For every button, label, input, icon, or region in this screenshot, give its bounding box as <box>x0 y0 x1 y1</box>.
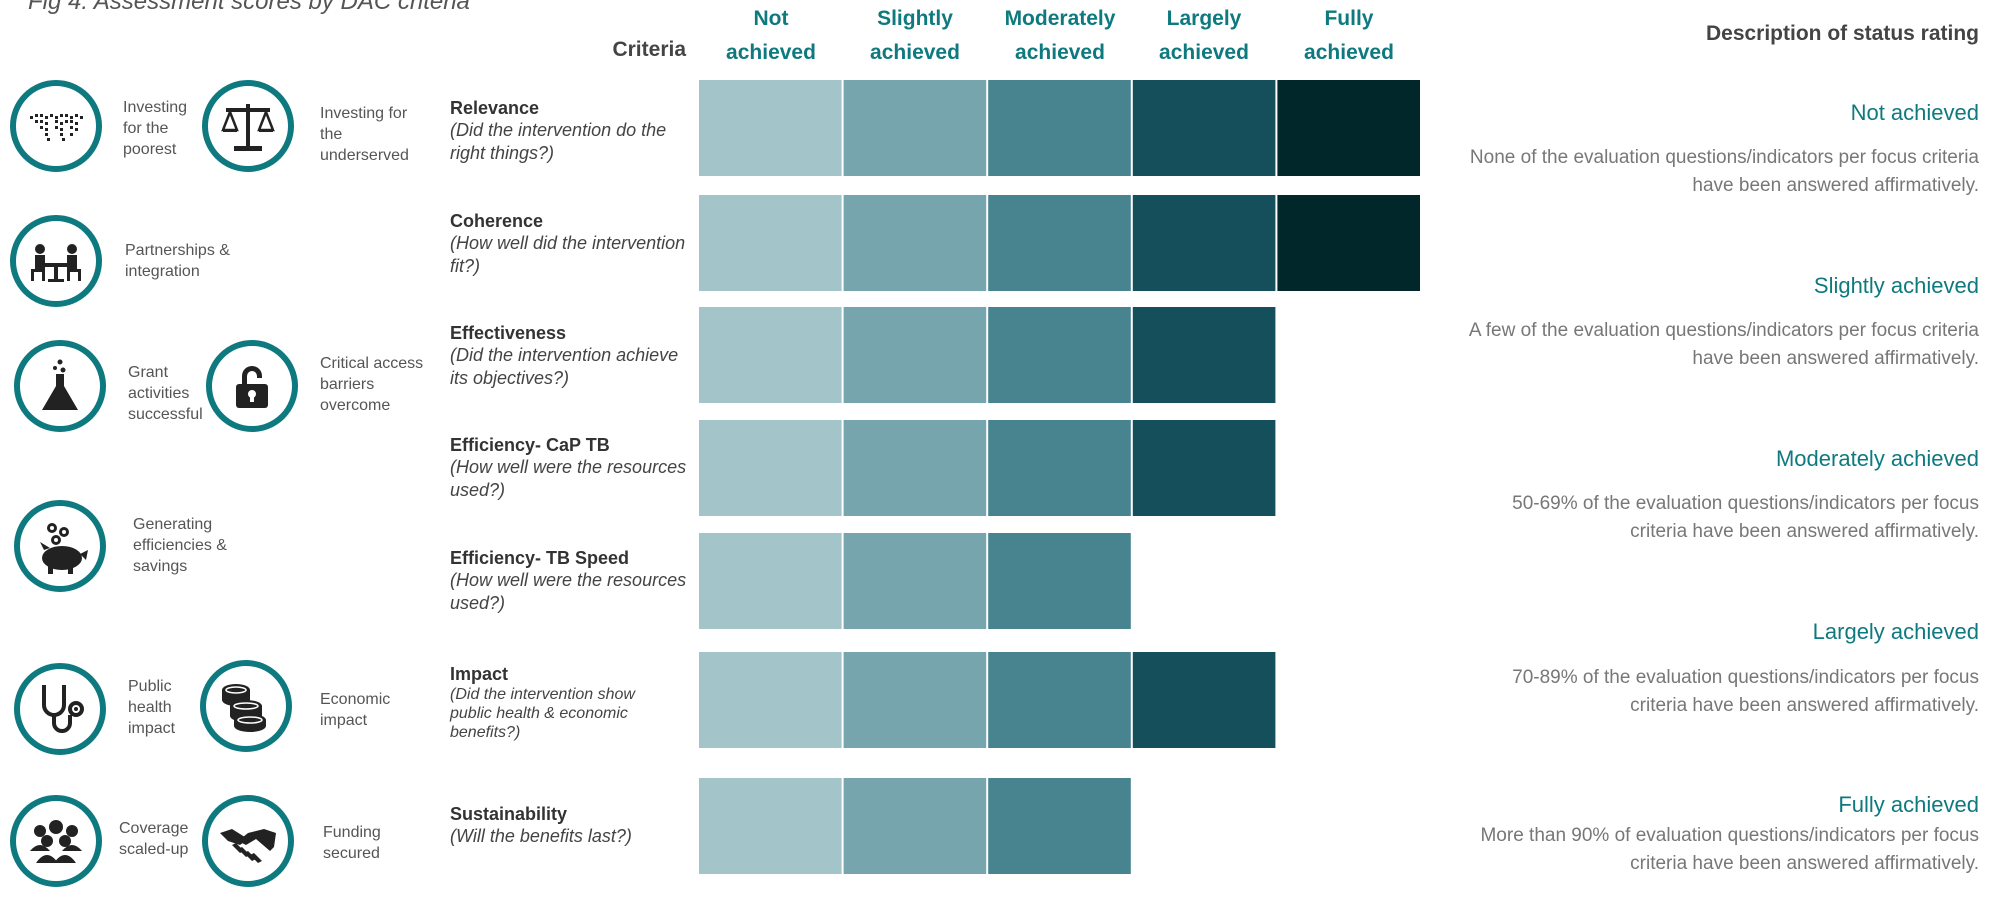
description-largely-achieved-name: Largely achieved <box>1812 619 1979 644</box>
score-bar-segment <box>843 80 987 176</box>
criterion-name: Efficiency- TB Speed <box>450 548 630 568</box>
criterion-name: Efficiency- CaP TB <box>450 435 610 455</box>
score-bar-segment <box>988 533 1131 629</box>
criteria-header: Criteria <box>612 38 686 61</box>
criterion-efficiency-cap-tb: Efficiency- CaP TB (How well were the re… <box>450 434 690 502</box>
criterion-question: (Did the intervention show public health… <box>450 686 635 741</box>
level-header-moderately: Moderately achieved <box>1004 7 1116 64</box>
score-bar-segment <box>988 307 1131 403</box>
level-header-fully: Fully achieved <box>1304 7 1394 64</box>
description-largely-achieved-text: 70-89% of the evaluation questions/indic… <box>1512 667 1979 716</box>
score-bar-segment <box>988 195 1131 291</box>
criterion-coherence: Coherence (How well did the intervention… <box>450 210 690 278</box>
criterion-name: Impact <box>450 664 509 684</box>
score-bar-segment <box>843 778 987 874</box>
score-bar-segment <box>699 80 842 176</box>
score-bar-segment <box>699 778 842 874</box>
criterion-sustainability: Sustainability (Will the benefits last?) <box>450 803 690 848</box>
criterion-question: (Did the intervention do the right thing… <box>450 120 667 163</box>
icon-label-underserved: Investing for the underserved <box>320 105 409 164</box>
handshake-icon <box>202 795 294 887</box>
icon-label-public-health: Public health impact <box>128 678 176 737</box>
description-not-achieved-name: Not achieved <box>1850 100 1979 125</box>
score-bar-segment <box>699 195 842 291</box>
criterion-name: Sustainability <box>450 804 568 824</box>
score-bar-segment <box>988 80 1131 176</box>
criterion-efficiency-tb-speed: Efficiency- TB Speed (How well were the … <box>450 547 690 615</box>
icon-label-funding: Funding secured <box>323 824 381 862</box>
score-bar-segment <box>988 652 1131 748</box>
score-bar-segment <box>1277 80 1420 176</box>
flask-icon <box>14 340 106 432</box>
criterion-question: (Will the benefits last?) <box>450 826 632 846</box>
description-slightly-achieved-text: A few of the evaluation questions/indica… <box>1468 320 1979 369</box>
score-bar-segment <box>1132 420 1276 516</box>
icon-label-partnerships: Partnerships & integration <box>125 242 230 280</box>
people-group-icon <box>10 795 102 887</box>
score-bar-segment <box>843 195 987 291</box>
criterion-question: (How well were the resources used?) <box>450 570 687 613</box>
criterion-relevance: Relevance (Did the intervention do the r… <box>450 97 690 165</box>
description-slightly-achieved-name: Slightly achieved <box>1813 273 1979 298</box>
score-bar-segment <box>843 652 987 748</box>
description-not-achieved-text: None of the evaluation questions/indicat… <box>1469 147 1979 196</box>
scales-icon <box>202 80 294 172</box>
piggy-bank-icon <box>14 500 106 592</box>
level-header-slightly: Slightly achieved <box>870 7 960 64</box>
score-bar-segment <box>699 652 842 748</box>
score-bar-segment <box>843 533 987 629</box>
stethoscope-icon <box>14 663 106 755</box>
criterion-name: Relevance <box>450 98 540 118</box>
description-moderately-achieved-text: 50-69% of the evaluation questions/indic… <box>1512 493 1979 542</box>
score-bar-segment <box>1132 307 1276 403</box>
criterion-name: Effectiveness <box>450 323 567 343</box>
coins-icon <box>200 660 292 752</box>
icon-label-efficiencies: Generating efficiencies & savings <box>133 516 227 575</box>
icon-label-poorest: Investing for the poorest <box>123 99 188 158</box>
criterion-question: (How well were the resources used?) <box>450 457 687 500</box>
meeting-table-icon <box>10 215 102 307</box>
icon-label-barriers: Critical access barriers overcome <box>320 355 424 414</box>
score-bar-segment <box>843 307 987 403</box>
criterion-question: (How well did the intervention fit?) <box>450 233 686 276</box>
score-bar-segment <box>699 420 842 516</box>
criterion-effectiveness: Effectiveness (Did the intervention achi… <box>450 322 690 390</box>
description-moderately-achieved-name: Moderately achieved <box>1775 446 1979 471</box>
figure-title: Fig 4: Assessment scores by DAC criteria <box>28 0 470 15</box>
score-bar-segment <box>1132 652 1276 748</box>
score-bar-segment <box>699 307 842 403</box>
world-map-icon <box>10 80 102 172</box>
criterion-impact: Impact (Did the intervention show public… <box>450 663 670 742</box>
icon-label-economic: Economic impact <box>320 691 391 729</box>
score-bar-segment <box>988 420 1131 516</box>
score-bar-segment <box>988 778 1131 874</box>
icon-label-grant: Grant activities successful <box>128 364 203 423</box>
description-title: Description of status rating <box>1705 22 1979 45</box>
icon-label-coverage: Coverage scaled-up <box>119 820 189 858</box>
criterion-name: Coherence <box>450 211 544 231</box>
score-bar-segment <box>1132 195 1276 291</box>
level-header-not: Not achieved <box>726 7 816 64</box>
level-header-largely: Largely achieved <box>1159 7 1249 64</box>
score-bar-segment <box>1132 80 1276 176</box>
description-fully-achieved-text: More than 90% of evaluation questions/in… <box>1480 825 1979 874</box>
description-fully-achieved-name: Fully achieved <box>1838 792 1979 817</box>
score-bar-segment <box>843 420 987 516</box>
score-bar-segment <box>1277 195 1420 291</box>
score-bar-segment <box>699 533 842 629</box>
unlocked-padlock-icon <box>206 340 298 432</box>
criterion-question: (Did the intervention achieve its object… <box>450 345 679 388</box>
